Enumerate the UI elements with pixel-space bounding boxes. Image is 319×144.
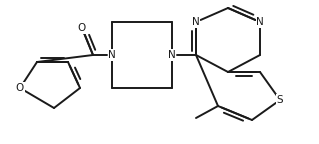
Text: N: N: [168, 50, 176, 60]
Text: O: O: [78, 23, 86, 33]
Text: S: S: [277, 95, 283, 105]
Text: N: N: [192, 17, 200, 27]
Text: O: O: [16, 83, 24, 93]
Text: N: N: [256, 17, 264, 27]
Text: N: N: [108, 50, 116, 60]
